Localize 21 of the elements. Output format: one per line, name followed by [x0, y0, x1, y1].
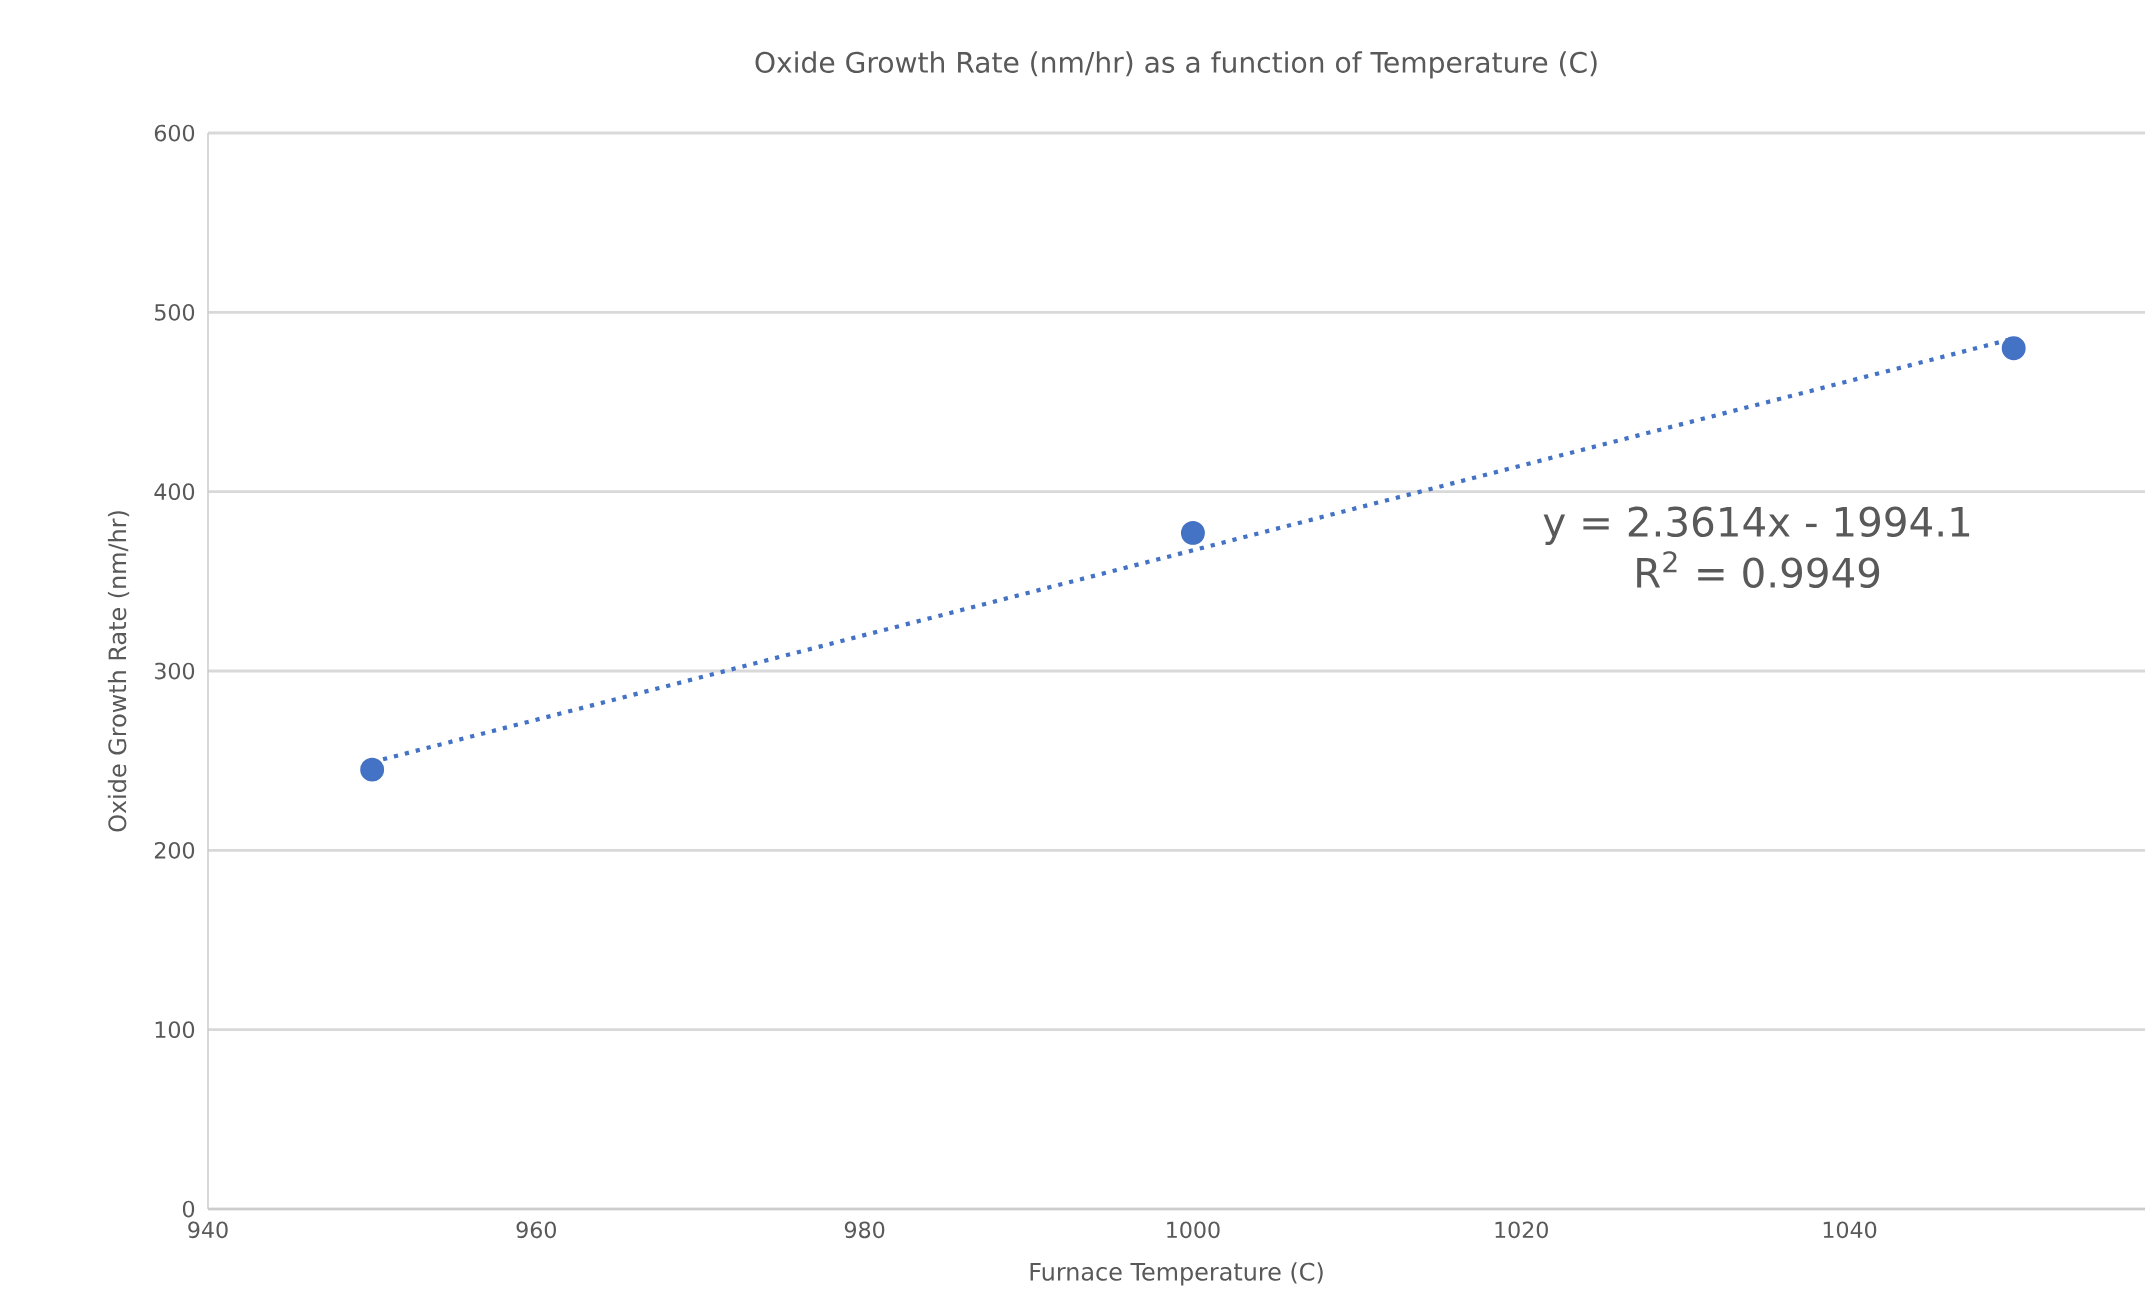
y-tick-label: 200	[154, 841, 195, 859]
x-tick-label: 1020	[1495, 1221, 1548, 1239]
annotation: R$^{2}$ = 0.9949	[1637, 551, 1880, 589]
y-tick-label: 100	[155, 1021, 195, 1039]
annotation: y = 2.3614x - 1994.1	[1543, 506, 1970, 545]
chart-title: Oxide Growth Rate (nm/hr) as a function of Temperature (C)	[755, 51, 1597, 79]
point	[360, 757, 385, 782]
point	[2001, 336, 2026, 361]
x-tick-label: 980	[844, 1221, 885, 1239]
x-axis-title: Furnace Temperature (C)	[1030, 1262, 1323, 1286]
x-tick-label: 940	[188, 1221, 228, 1239]
y-tick-label: 600	[154, 124, 195, 142]
y-axis-title: Oxide Growth Rate (nm/hr)	[107, 511, 130, 832]
point	[1180, 520, 1205, 545]
y-tick-label: 500	[155, 303, 195, 321]
y-tick-label: 0	[182, 1200, 195, 1218]
y-tick-label: 300	[155, 662, 195, 680]
x-tick-label: 960	[516, 1221, 556, 1239]
y-tick-label: 400	[154, 483, 195, 501]
x-tick-label: 1040	[1823, 1221, 1877, 1239]
x-tick-label: 1000	[1167, 1221, 1220, 1239]
